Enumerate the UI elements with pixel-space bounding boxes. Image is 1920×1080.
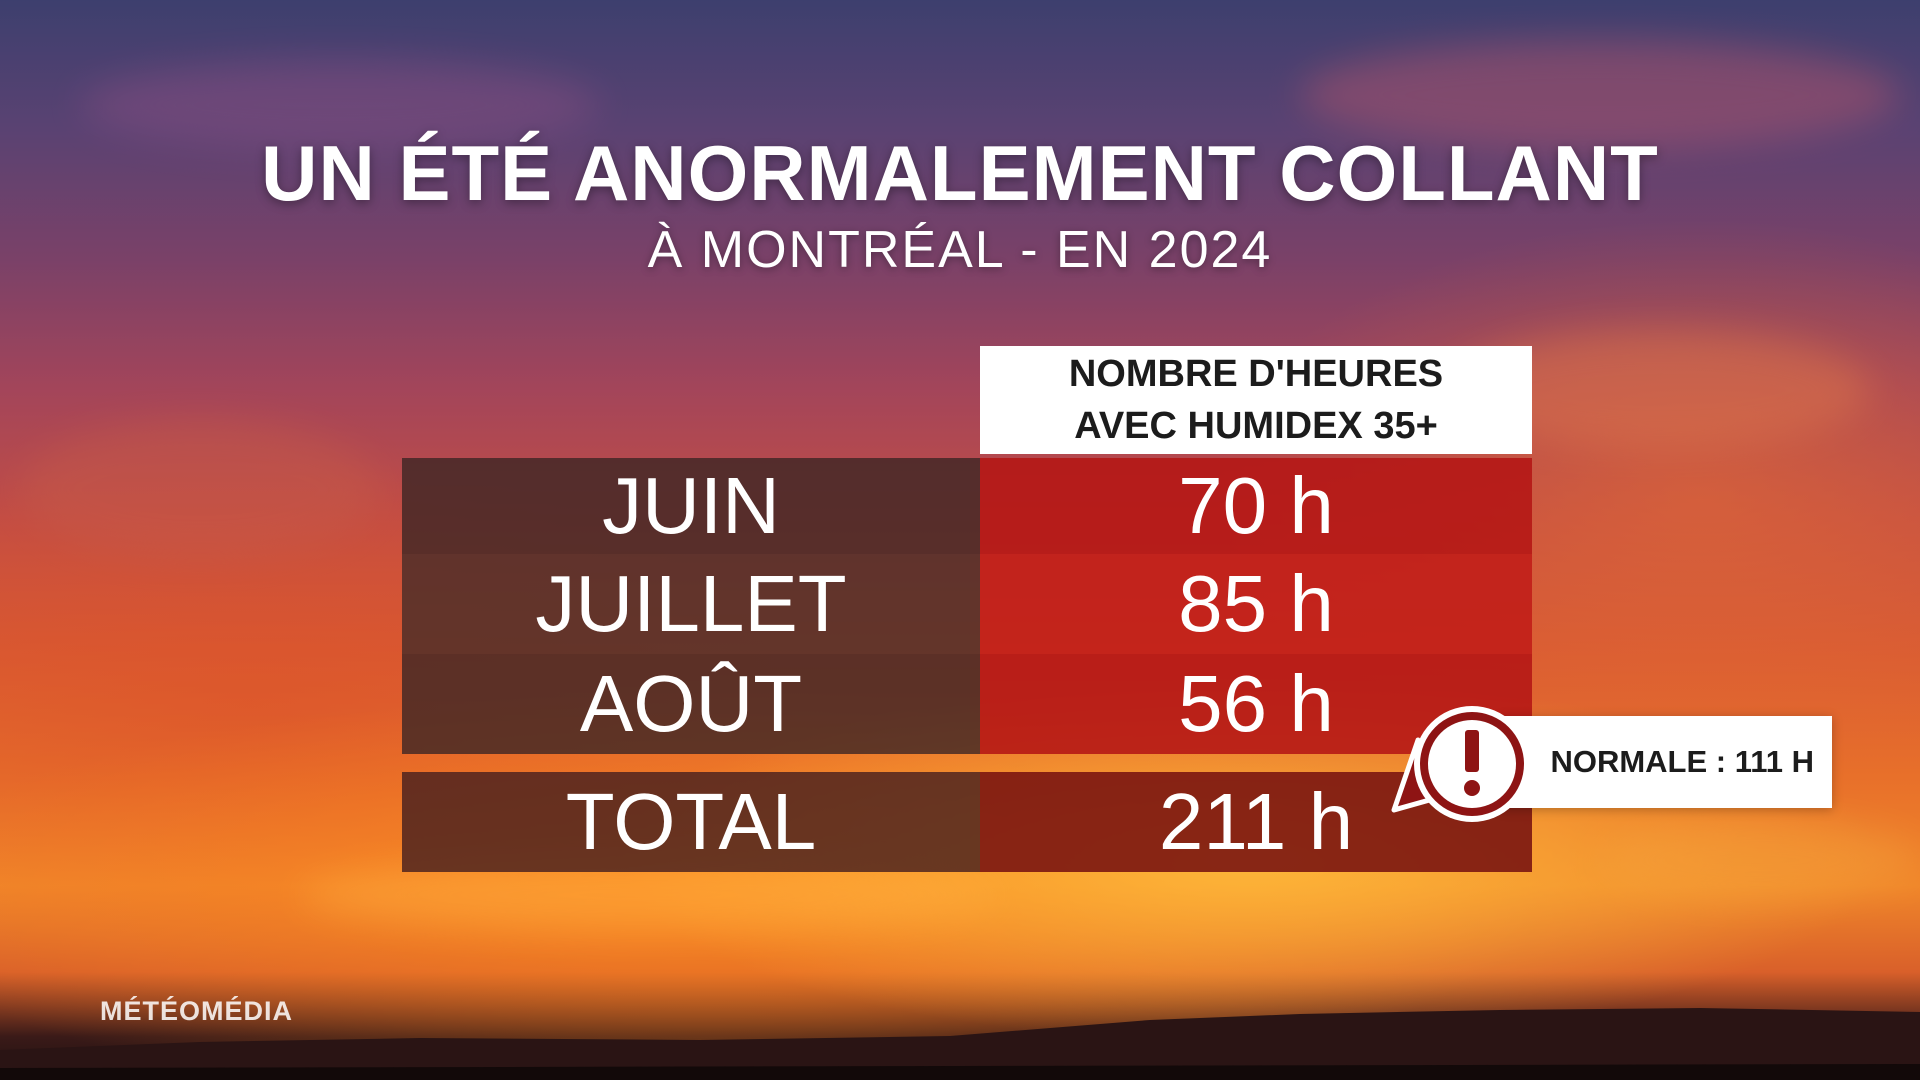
row-label: AOÛT [402, 654, 980, 754]
normal-callout: NORMALE : 111 H [1500, 716, 1832, 808]
row-label: JUIN [402, 458, 980, 554]
row-value: 85 h [980, 554, 1532, 654]
page-subtitle: À MONTRÉAL - EN 2024 [647, 221, 1273, 279]
table-row-july: JUILLET 85 h [402, 554, 1532, 654]
cloud-streak [1300, 40, 1900, 150]
row-label: JUILLET [402, 554, 980, 654]
horizon-hills [0, 1008, 1920, 1080]
alert-icon [1391, 706, 1528, 822]
table-row-august: AOÛT 56 h [402, 654, 1532, 754]
normal-callout-text: NORMALE : 111 H [1550, 744, 1814, 779]
table-row-june: JUIN 70 h [402, 458, 1532, 554]
column-header: NOMBRE D'HEURES AVEC HUMIDEX 35+ [980, 346, 1532, 454]
column-header-line2: AVEC HUMIDEX 35+ [1074, 405, 1438, 447]
cloud-streak [20, 420, 380, 560]
row-value: 70 h [980, 458, 1532, 554]
total-label: TOTAL [402, 772, 980, 872]
cloud-streak [80, 60, 600, 150]
meteomedia-logo: MÉTÉOMÉDIA [100, 996, 294, 1026]
page-title: UN ÉTÉ ANORMALEMENT COLLANT [261, 129, 1659, 217]
column-header-line1: NOMBRE D'HEURES [1068, 353, 1444, 395]
cloud-streak [1600, 820, 1920, 900]
table-row-total: TOTAL 211 h [402, 772, 1532, 872]
